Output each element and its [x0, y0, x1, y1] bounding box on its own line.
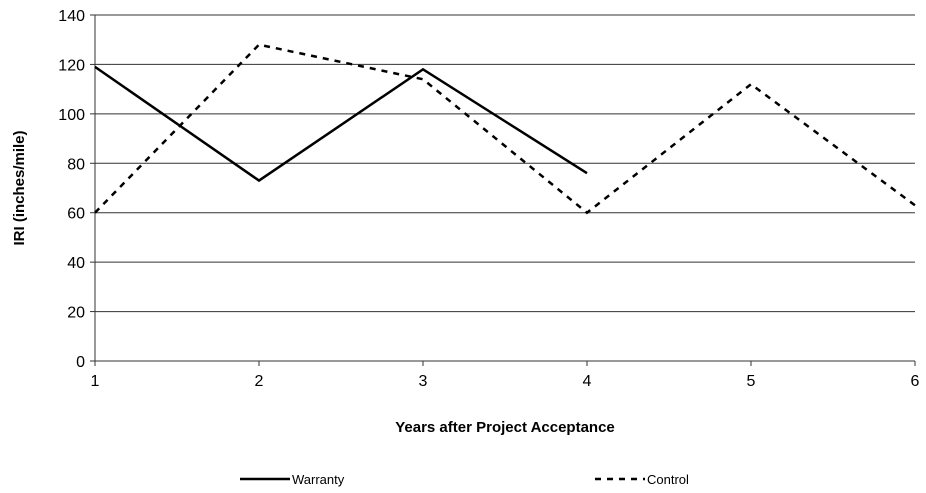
x-tick-label: 6 [911, 373, 920, 390]
y-tick-label: 20 [67, 305, 85, 322]
x-tick-label: 2 [255, 373, 264, 390]
y-tick-label: 80 [67, 156, 85, 173]
y-tick-label: 120 [58, 57, 85, 74]
y-tick-label: 100 [58, 107, 85, 124]
y-tick-label: 140 [58, 8, 85, 25]
y-tick-label: 0 [76, 354, 85, 371]
y-tick-label: 60 [67, 206, 85, 223]
x-tick-label: 4 [583, 373, 592, 390]
y-axis-title: IRI (inches/mile) [11, 130, 28, 245]
y-tick-label: 40 [67, 255, 85, 272]
series-line [94, 43, 916, 215]
legend-label: Warranty [292, 472, 345, 487]
x-tick-label: 1 [91, 373, 100, 390]
x-tick-label: 5 [747, 373, 756, 390]
x-tick-label: 3 [419, 373, 428, 390]
legend-label: Control [647, 472, 689, 487]
series-line [94, 65, 588, 183]
x-axis-title: Years after Project Acceptance [395, 419, 615, 436]
